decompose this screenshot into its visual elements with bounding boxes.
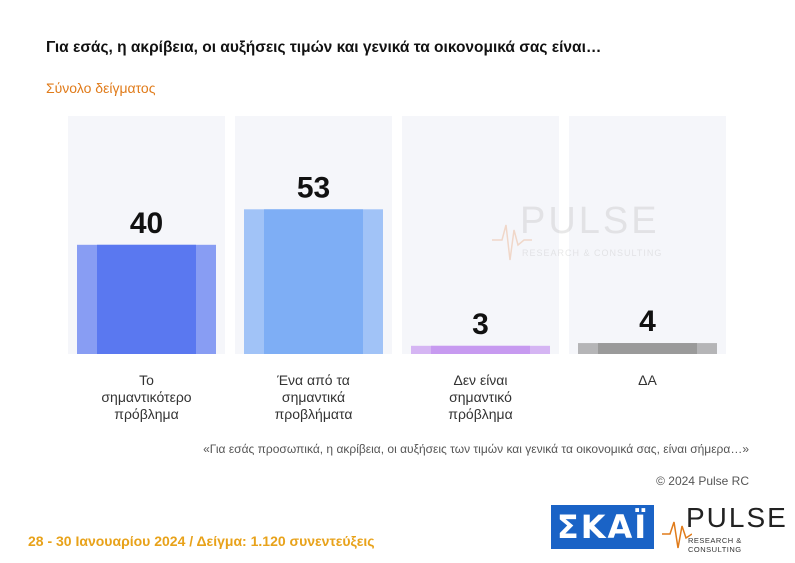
watermark-word: PULSE — [520, 200, 660, 242]
bar-core — [264, 209, 363, 354]
pulse-wave-icon — [492, 224, 532, 261]
category-label-line: Δεν είναι — [453, 372, 508, 388]
pulse-logo-word: PULSE — [686, 502, 788, 533]
bar-core — [598, 343, 697, 354]
pulse-logo-wave-icon — [662, 521, 693, 549]
bar-background-panel — [402, 116, 559, 354]
data-label: 40 — [130, 207, 163, 240]
category-label: ΔΑ — [573, 372, 723, 389]
survey-footer: 28 - 30 Ιανουαρίου 2024 / Δείγμα: 1.120 … — [28, 533, 375, 549]
bar-core — [431, 345, 530, 354]
data-label: 53 — [297, 171, 330, 204]
chart-title: Για εσάς, η ακρίβεια, οι αυξήσεις τιμών … — [46, 39, 602, 56]
category-label-line: Το — [139, 372, 154, 388]
category-label: Δεν είναι σημαντικό πρόβλημα — [406, 372, 556, 423]
category-label: Το σημαντικότερο πρόβλημα — [72, 372, 222, 423]
question-note: «Για εσάς προσωπικά, η ακρίβεια, οι αυξή… — [203, 442, 749, 456]
data-label: 4 — [639, 305, 656, 338]
pulse-logo-sub: RESEARCH & CONSULTING — [688, 536, 742, 554]
category-label-line: σημαντικά — [281, 389, 346, 405]
data-label: 3 — [472, 308, 489, 341]
watermark-sub: RESEARCH & CONSULTING — [522, 248, 663, 258]
bar-background-panel — [569, 116, 726, 354]
category-label-line: πρόβλημα — [448, 406, 513, 422]
bar-chart: 40 53 3 4 — [77, 116, 726, 354]
pulse-logo: PULSE RESEARCH & CONSULTING — [662, 502, 786, 554]
category-label-line: σημαντικό — [449, 389, 512, 405]
category-label-line: ΔΑ — [638, 372, 657, 388]
bar-core — [97, 244, 196, 354]
category-label-line: πρόβλημα — [114, 406, 179, 422]
copyright: © 2024 Pulse RC — [656, 474, 749, 488]
chart-subtitle: Σύνολο δείγματος — [46, 80, 156, 96]
category-label: Ένα από τα σημαντικά προβλήματα — [239, 372, 389, 423]
category-label-line: σημαντικότερο — [101, 389, 192, 405]
pulse-watermark: PULSE RESEARCH & CONSULTING — [492, 200, 672, 270]
skai-logo: ΣΚΑΪ — [551, 505, 654, 549]
category-label-line: προβλήματα — [274, 406, 353, 422]
category-label-line: Ένα από τα — [277, 372, 350, 388]
